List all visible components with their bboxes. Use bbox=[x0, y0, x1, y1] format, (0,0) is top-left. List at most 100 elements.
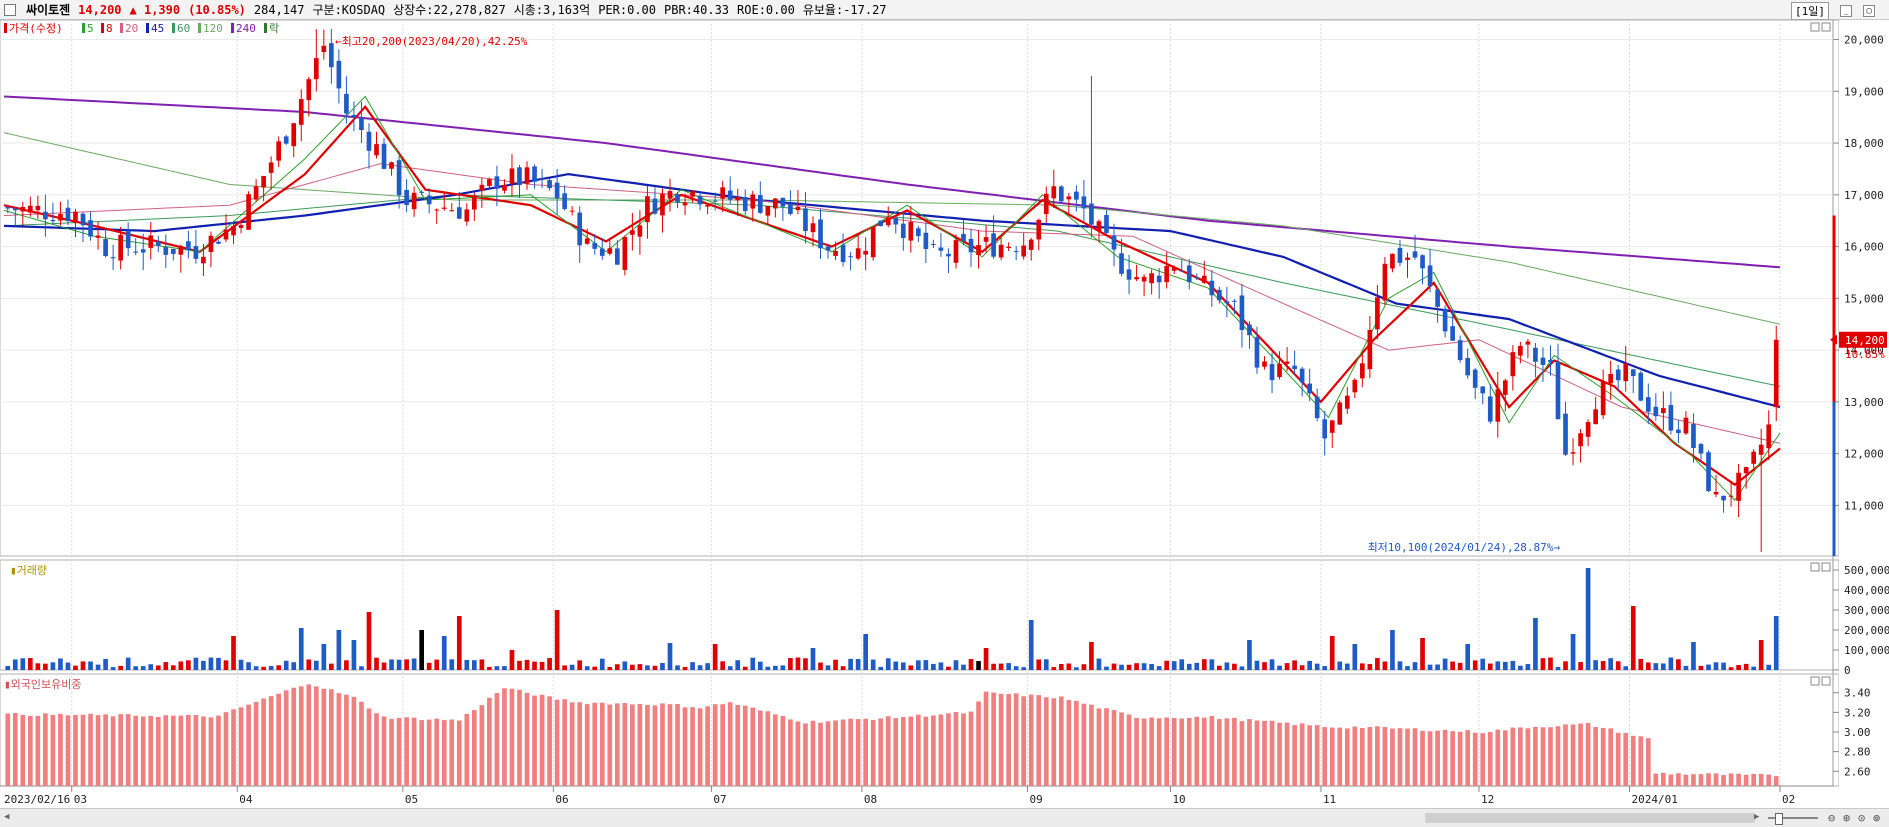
zoom-slider-knob[interactable] bbox=[1775, 813, 1783, 825]
x-tick-label: 03 bbox=[74, 793, 87, 806]
volume-panel-minimize-icon[interactable] bbox=[1810, 562, 1820, 572]
candle-body bbox=[1269, 364, 1275, 381]
scroll-thumb[interactable] bbox=[1425, 813, 1755, 823]
foreign-panel-minimize-icon[interactable] bbox=[1810, 676, 1820, 686]
candle-body bbox=[344, 93, 349, 114]
legend-label[interactable]: 45 bbox=[151, 22, 164, 35]
candle-body bbox=[306, 79, 312, 101]
volume-bar bbox=[502, 666, 507, 670]
zoom-slider[interactable] bbox=[1768, 817, 1818, 819]
minimize-icon[interactable]: _ bbox=[1840, 5, 1852, 17]
volume-bar bbox=[1322, 666, 1328, 670]
volume-bar bbox=[456, 616, 462, 670]
legend-label[interactable]: 240 bbox=[236, 22, 256, 35]
volume-bar bbox=[238, 659, 244, 670]
foreign-bar bbox=[1134, 717, 1139, 786]
volume-bar bbox=[1232, 663, 1237, 670]
volume-panel-close-icon[interactable] bbox=[1821, 562, 1831, 572]
foreign-bar bbox=[1773, 776, 1779, 786]
price-tick-label: 16,000 bbox=[1844, 241, 1884, 254]
foreign-panel-close-icon[interactable] bbox=[1821, 676, 1831, 686]
volume-bar bbox=[381, 662, 387, 670]
foreign-bar bbox=[1126, 714, 1132, 786]
candle-body bbox=[1706, 452, 1711, 492]
candle-body bbox=[908, 222, 914, 241]
legend-label[interactable]: 락 bbox=[269, 22, 279, 35]
price-panel-minimize-icon[interactable] bbox=[1810, 22, 1820, 32]
legend-label[interactable]: 가격(수정) bbox=[9, 22, 63, 35]
zoom-in-icon[interactable]: ⊕ bbox=[1843, 811, 1851, 825]
volume-bar bbox=[1412, 662, 1418, 670]
volume-bar bbox=[938, 662, 944, 670]
volume-bar bbox=[276, 665, 282, 670]
candle-body bbox=[65, 207, 71, 221]
candle-body bbox=[1540, 357, 1546, 365]
scroll-right-icon[interactable]: ▶ bbox=[1754, 812, 1760, 822]
volume-bar bbox=[487, 666, 492, 670]
foreign-bar bbox=[1111, 710, 1117, 786]
candle-body bbox=[5, 206, 11, 209]
candle-body bbox=[1299, 368, 1305, 383]
foreign-bar bbox=[1661, 772, 1666, 786]
foreign-bar bbox=[1269, 720, 1275, 786]
foreign-bar bbox=[479, 705, 485, 786]
zoom-fit-icon[interactable]: ⊙ bbox=[1858, 811, 1866, 825]
listed-shares: 상장수:22,278,827 bbox=[393, 3, 506, 17]
volume-bar bbox=[50, 662, 56, 670]
foreign-bar bbox=[938, 714, 944, 786]
candle-body bbox=[434, 209, 440, 211]
foreign-bar bbox=[1066, 699, 1072, 786]
foreign-bar bbox=[223, 712, 229, 786]
legend-label[interactable]: 5 bbox=[87, 22, 94, 35]
stock-chart[interactable]: 2023/02/16 03 04 05 06 07 08 09 10 11 12 2024/01 021… bbox=[0, 0, 1889, 808]
candle-body bbox=[1141, 276, 1147, 282]
foreign-bar bbox=[893, 718, 899, 786]
volume-bar bbox=[976, 661, 981, 670]
foreign-bar bbox=[539, 694, 545, 786]
foreign-bar bbox=[788, 719, 793, 786]
volume-bar bbox=[404, 659, 409, 670]
volume-bar bbox=[449, 659, 455, 670]
foreign-bar bbox=[216, 715, 221, 786]
foreign-bar bbox=[1713, 773, 1719, 786]
foreign-bar bbox=[1593, 727, 1598, 786]
price-panel-close-icon[interactable] bbox=[1821, 22, 1831, 32]
zoom-reset-icon[interactable]: ⊚ bbox=[1873, 811, 1881, 825]
foreign-bar bbox=[1028, 694, 1034, 786]
foreign-bar bbox=[1013, 693, 1019, 786]
volume-bar bbox=[479, 659, 485, 670]
volume-bar bbox=[178, 661, 184, 670]
zoom-out-icon[interactable]: ⊖ bbox=[1828, 811, 1836, 825]
foreign-bar bbox=[1217, 719, 1222, 786]
restore-icon[interactable]: ▢ bbox=[1863, 5, 1875, 17]
candle-body bbox=[1194, 277, 1200, 279]
foreign-bar bbox=[953, 712, 959, 786]
scroll-left-icon[interactable]: ◀ bbox=[4, 812, 10, 822]
candle-body bbox=[1525, 341, 1531, 345]
legend-label[interactable]: 20 bbox=[125, 22, 138, 35]
foreign-bar bbox=[900, 717, 906, 786]
volume-bar bbox=[88, 661, 93, 670]
timeframe-button[interactable]: [1일] bbox=[1791, 2, 1829, 20]
legend-label[interactable]: 60 bbox=[177, 22, 190, 35]
volume-bar bbox=[1427, 664, 1433, 670]
legend-label[interactable]: 8 bbox=[106, 22, 113, 35]
volume-bar bbox=[20, 658, 26, 670]
volume-bar bbox=[773, 665, 778, 670]
volume-bar bbox=[584, 666, 590, 670]
foreign-bar bbox=[1533, 726, 1538, 786]
volume-bar bbox=[953, 660, 959, 670]
horizontal-scrollbar[interactable]: ◀ ▶ ⊖ ⊕ ⊙ ⊚ bbox=[0, 808, 1889, 827]
candle-body bbox=[20, 207, 26, 212]
candle-body bbox=[88, 220, 93, 237]
volume-tick-label: 300,000 bbox=[1844, 604, 1889, 617]
candle-body bbox=[1224, 301, 1230, 304]
foreign-bar bbox=[441, 720, 447, 786]
candle-body bbox=[35, 205, 41, 211]
candle-body bbox=[1171, 267, 1177, 271]
volume-bar bbox=[833, 659, 838, 670]
volume-bar bbox=[554, 610, 560, 670]
stock-toggle-checkbox[interactable] bbox=[4, 3, 16, 16]
volume-bar bbox=[1344, 663, 1350, 670]
legend-label[interactable]: 120 bbox=[203, 22, 223, 35]
